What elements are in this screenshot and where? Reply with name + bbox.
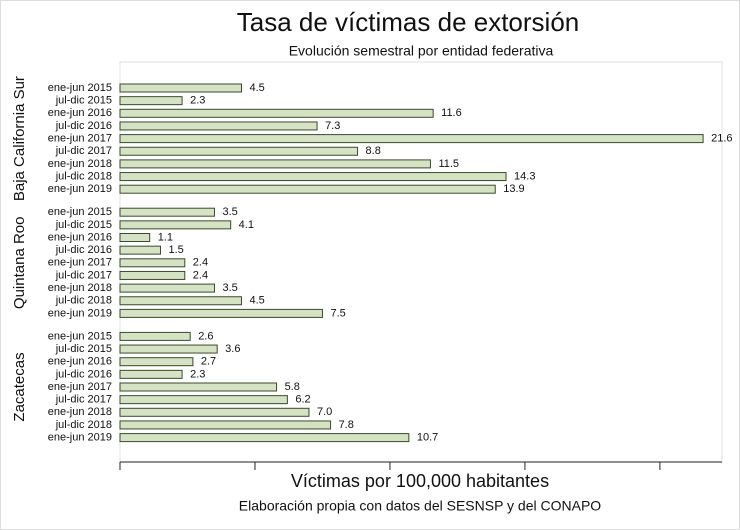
value-label: 7.5 xyxy=(330,307,345,319)
x-axis-label: Víctimas por 100,000 habitantes xyxy=(291,471,549,491)
y-tick-label: jul-dic 2016 xyxy=(55,120,112,132)
y-tick-label: ene-jun 2018 xyxy=(48,158,112,170)
bar xyxy=(119,308,323,318)
bar xyxy=(119,184,496,194)
value-label: 6.2 xyxy=(295,394,310,406)
bar xyxy=(119,108,434,118)
value-label: 3.6 xyxy=(225,343,240,355)
chart-subtitle: Evolución semestral por entidad federati… xyxy=(289,43,554,59)
y-tick-label: jul-dic 2016 xyxy=(55,368,112,380)
y-tick-label: jul-dic 2018 xyxy=(55,170,112,182)
bar xyxy=(119,233,151,242)
value-label: 11.6 xyxy=(441,107,462,119)
y-tick-label: ene-jun 2015 xyxy=(48,82,112,94)
bar xyxy=(119,369,183,379)
chart-title: Tasa de víctimas de extorsión xyxy=(237,7,580,37)
bar xyxy=(119,344,218,354)
value-label: 7.0 xyxy=(317,406,332,418)
y-tick-label: ene-jun 2017 xyxy=(48,381,112,393)
value-label: 10.7 xyxy=(417,432,438,444)
bar xyxy=(119,270,186,280)
bar xyxy=(119,433,410,443)
y-tick-label: ene-jun 2015 xyxy=(48,206,112,218)
value-label: 2.6 xyxy=(198,330,213,342)
value-label: 4.1 xyxy=(239,219,254,231)
y-tick-label: jul-dic 2015 xyxy=(55,343,112,355)
value-label: 7.8 xyxy=(339,419,354,431)
y-tick-label: jul-dic 2017 xyxy=(55,269,112,281)
y-tick-label: ene-jun 2016 xyxy=(48,231,112,243)
value-label: 13.9 xyxy=(503,183,524,195)
bar xyxy=(119,357,194,367)
value-label: 2.4 xyxy=(193,257,208,269)
y-tick-label: ene-jun 2018 xyxy=(48,406,112,418)
y-tick-label: jul-dic 2015 xyxy=(55,219,112,231)
caption: Elaboración propia con datos del SESNSP … xyxy=(239,498,601,514)
y-tick-label: jul-dic 2017 xyxy=(55,394,112,406)
value-label: 2.7 xyxy=(201,356,216,368)
value-label: 5.8 xyxy=(285,381,300,393)
value-label: 2.4 xyxy=(193,269,208,281)
value-label: 1.1 xyxy=(158,231,173,243)
bar xyxy=(119,395,288,405)
value-label: 2.3 xyxy=(190,368,205,380)
bar xyxy=(119,220,232,230)
y-tick-label: jul-dic 2017 xyxy=(55,145,112,157)
value-label: 3.5 xyxy=(222,206,237,218)
bar xyxy=(119,134,704,144)
y-tick-label: ene-jun 2016 xyxy=(48,107,112,119)
y-tick-label: jul-dic 2016 xyxy=(55,244,112,256)
y-tick-label: ene-jun 2017 xyxy=(48,133,112,145)
group-label: Quintana Roo xyxy=(11,217,28,310)
bar xyxy=(119,420,332,430)
y-tick-label: jul-dic 2015 xyxy=(55,95,112,107)
bar xyxy=(119,146,359,156)
value-label: 7.3 xyxy=(325,120,340,132)
bar xyxy=(119,382,278,392)
bar xyxy=(119,258,186,268)
value-label: 1.5 xyxy=(168,244,183,256)
bar xyxy=(119,245,161,255)
y-tick-label: ene-jun 2015 xyxy=(48,330,112,342)
bar xyxy=(119,207,215,217)
group-label: Baja California Sur xyxy=(11,76,28,201)
group-label: Zacatecas xyxy=(11,352,28,421)
y-tick-label: ene-jun 2016 xyxy=(48,356,112,368)
value-label: 8.8 xyxy=(366,145,381,157)
bar xyxy=(119,283,215,293)
bar xyxy=(119,296,242,306)
y-tick-label: ene-jun 2017 xyxy=(48,257,112,269)
y-tick-label: ene-jun 2018 xyxy=(48,282,112,294)
value-label: 3.5 xyxy=(222,282,237,294)
bar xyxy=(119,83,242,93)
bar xyxy=(119,172,507,182)
value-label: 21.6 xyxy=(711,133,732,145)
value-label: 14.3 xyxy=(514,170,535,182)
value-label: 2.3 xyxy=(190,95,205,107)
value-label: 4.5 xyxy=(249,295,264,307)
y-tick-label: ene-jun 2019 xyxy=(48,307,112,319)
value-label: 4.5 xyxy=(249,82,264,94)
y-tick-label: jul-dic 2018 xyxy=(55,295,112,307)
bar xyxy=(119,121,318,131)
y-tick-label: ene-jun 2019 xyxy=(48,183,112,195)
y-tick-label: ene-jun 2019 xyxy=(48,432,112,444)
bar xyxy=(119,96,183,106)
value-label: 11.5 xyxy=(438,158,459,170)
y-tick-label: jul-dic 2018 xyxy=(55,419,112,431)
bar xyxy=(119,331,191,341)
bar xyxy=(119,159,431,169)
bar xyxy=(119,407,310,417)
